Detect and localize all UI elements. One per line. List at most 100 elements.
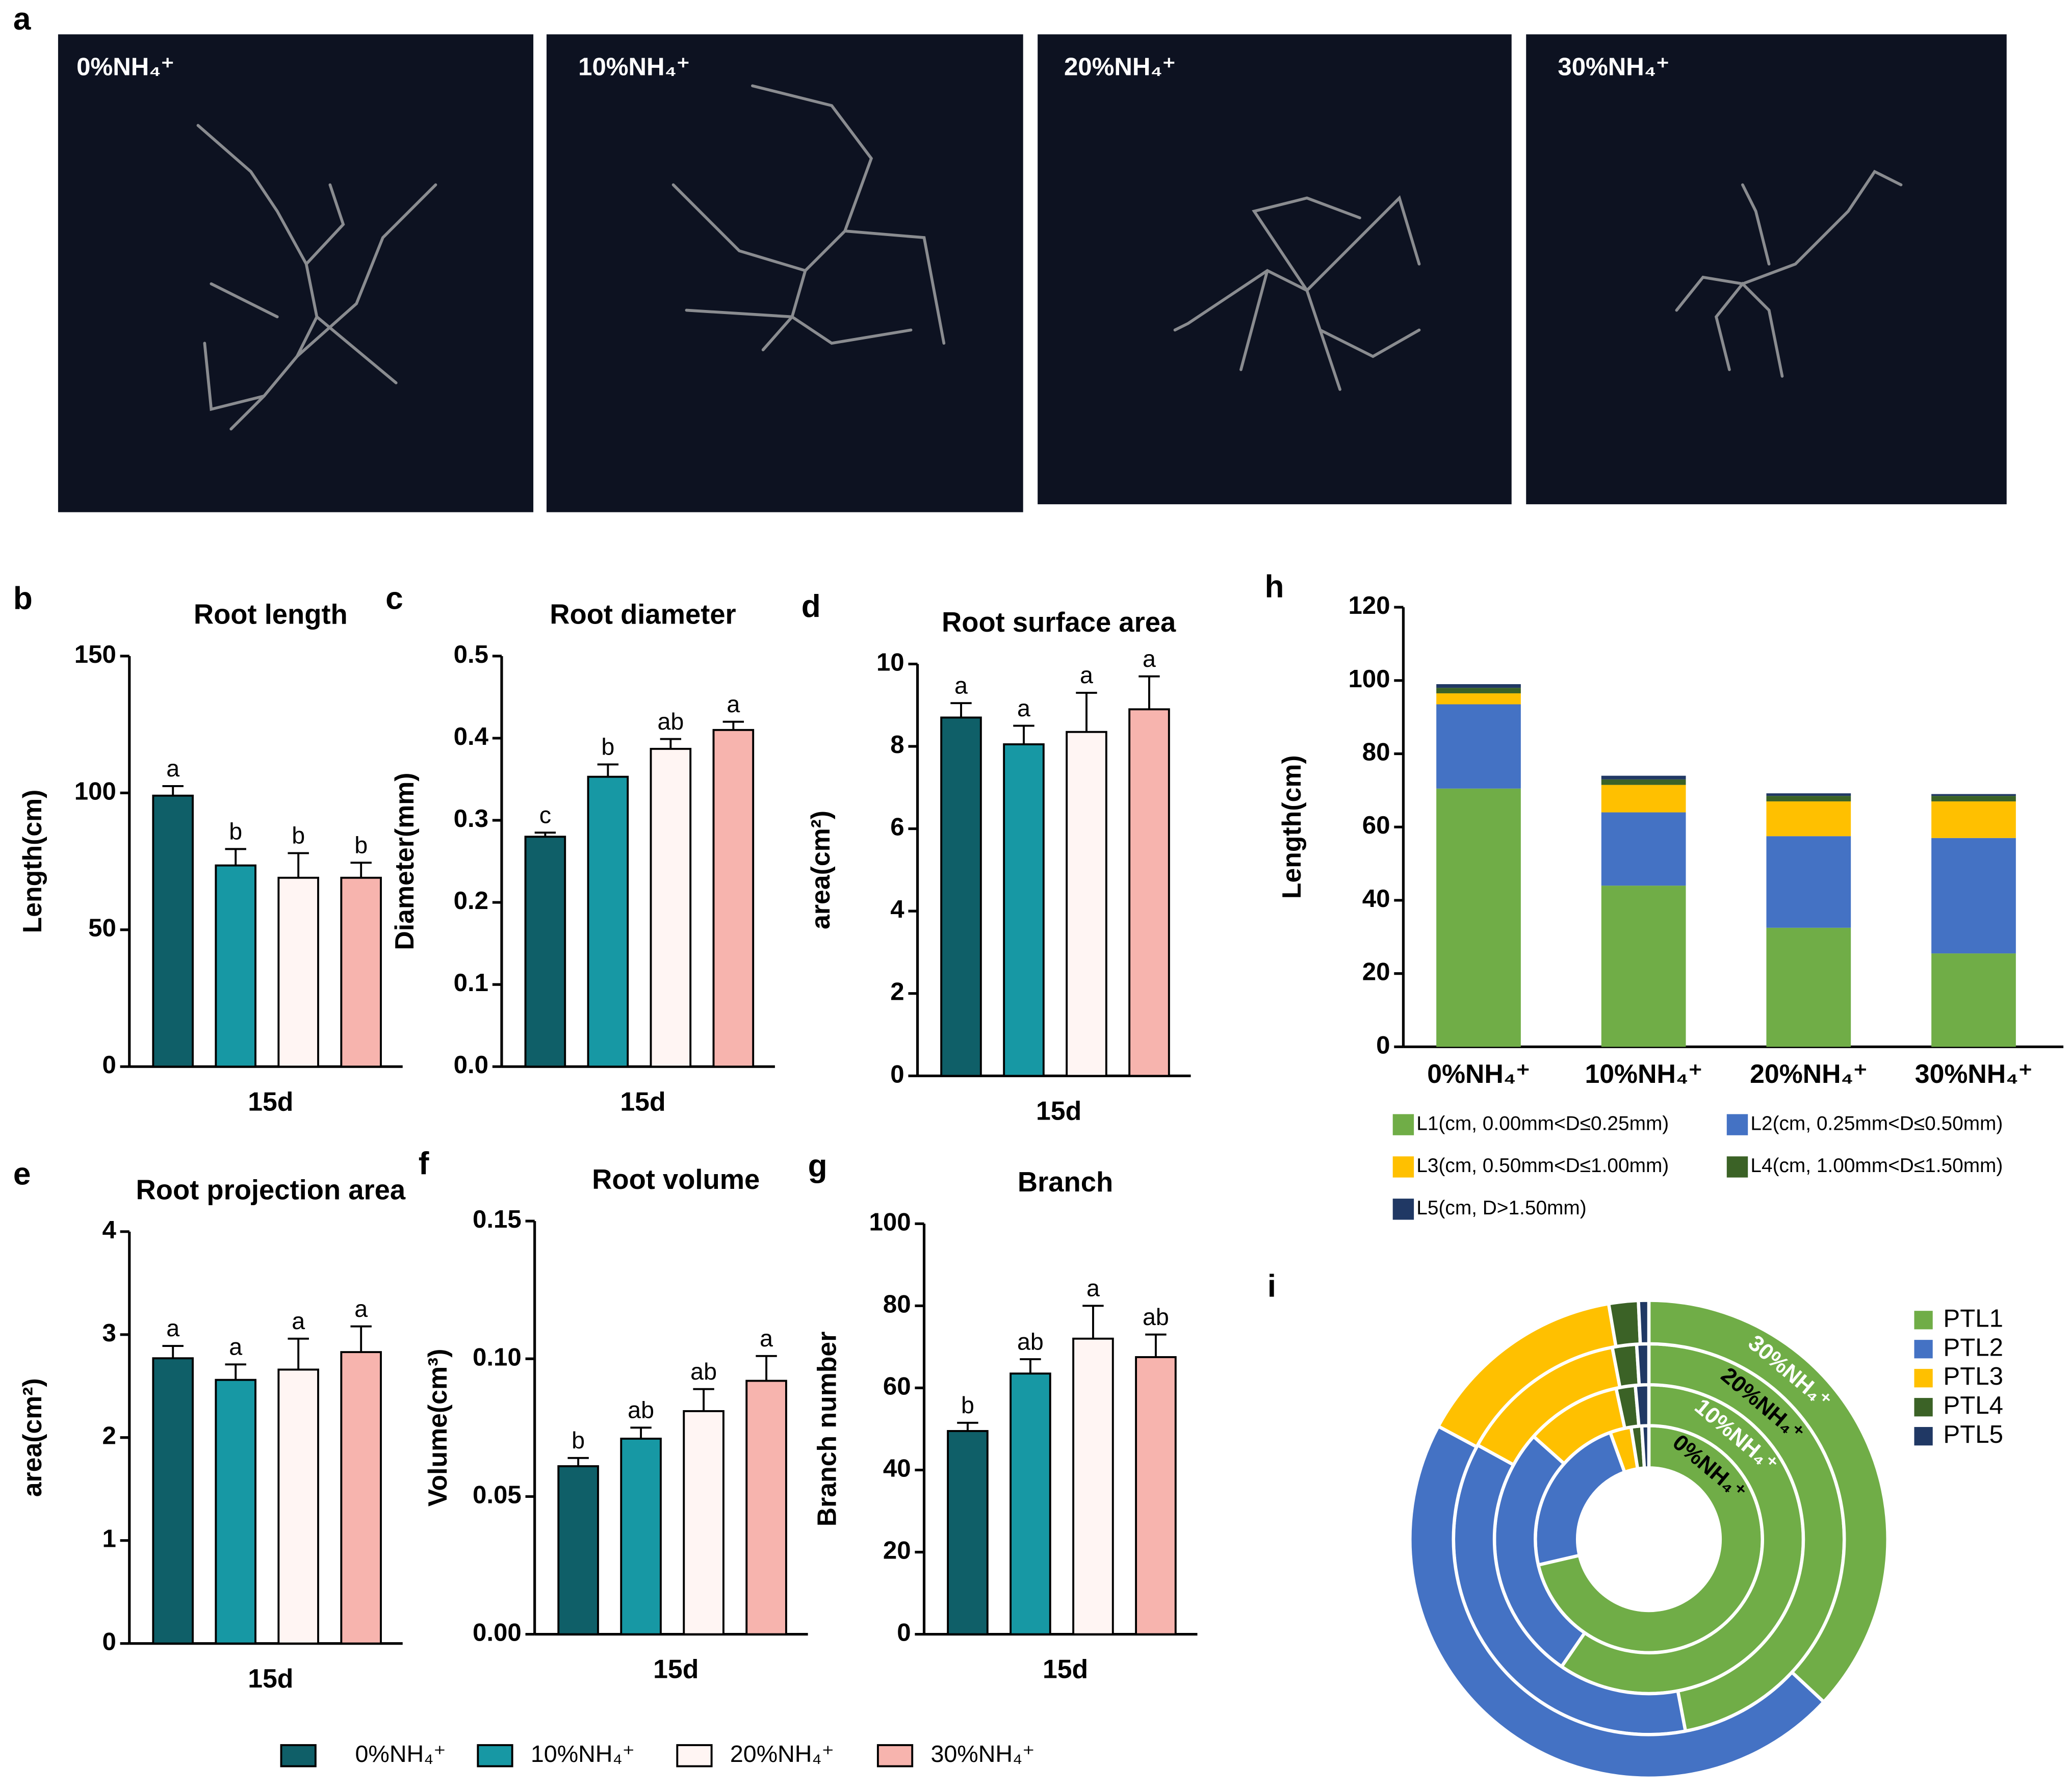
x-tick-label: 15d — [1036, 1096, 1081, 1125]
y-tick-label: 40 — [883, 1454, 911, 1482]
y-axis-label: area(cm²) — [17, 1378, 47, 1497]
x-tick-label: 15d — [620, 1086, 665, 1116]
y-tick-label: 2 — [890, 978, 904, 1006]
x-tick-label: 10%NH₄⁺ — [1585, 1059, 1702, 1088]
error-bar — [1020, 1358, 1041, 1374]
y-tick-label: 50 — [88, 914, 116, 942]
bar — [587, 775, 629, 1068]
significance-label: ab — [1143, 1304, 1169, 1330]
bar-segment — [1601, 812, 1686, 886]
y-tick-label: 0.10 — [473, 1343, 522, 1371]
error-bar — [1138, 675, 1160, 710]
bar-segment — [1436, 788, 1521, 1047]
error-bar — [288, 852, 309, 878]
legend-swatch — [1392, 1199, 1414, 1220]
bar-segment — [1601, 775, 1686, 780]
x-tick-label: 30%NH₄⁺ — [1915, 1059, 2032, 1088]
y-tick-label: 0.5 — [454, 640, 488, 668]
panel-label: i — [1267, 1269, 1276, 1304]
bar — [340, 1351, 382, 1645]
bar-segment — [1766, 801, 1851, 837]
legend-label: 0%NH₄⁺ — [355, 1741, 446, 1767]
bar — [340, 876, 382, 1068]
legend-swatch — [1392, 1114, 1414, 1135]
chart-title: Root projection area — [136, 1175, 406, 1206]
y-tick-label: 3 — [102, 1319, 116, 1347]
legend-swatch — [1914, 1398, 1933, 1417]
significance-label: b — [572, 1427, 585, 1453]
y-tick-label: 150 — [74, 640, 116, 668]
y-axis-label: area(cm²) — [806, 811, 835, 929]
legend-swatch — [676, 1744, 713, 1768]
significance-label: a — [727, 691, 740, 717]
root-photos — [58, 34, 2007, 512]
error-bar — [597, 763, 619, 777]
bar-segment — [1766, 927, 1851, 1047]
error-bar — [630, 1426, 652, 1439]
significance-label: b — [292, 822, 305, 849]
bar — [940, 716, 982, 1077]
legend-label: L4(cm, 1.00mm<D≤1.50mm) — [1750, 1155, 2003, 1177]
bar — [620, 1438, 662, 1635]
error-bar — [567, 1457, 589, 1466]
y-tick-label: 100 — [869, 1208, 911, 1236]
donut-segment — [1607, 1298, 1642, 1349]
legend-label: 10%NH₄⁺ — [531, 1741, 635, 1767]
legend-label: L1(cm, 0.00mm<D≤0.25mm) — [1416, 1112, 1669, 1134]
chart-title: Root volume — [592, 1164, 760, 1195]
bar — [712, 729, 755, 1068]
legend-swatch — [1914, 1427, 1933, 1446]
legend-swatch — [1392, 1156, 1414, 1178]
photo-label: 0%NH₄⁺ — [76, 53, 174, 81]
error-bar — [162, 1345, 184, 1359]
significance-label: a — [1080, 662, 1093, 688]
significance-label: a — [292, 1308, 305, 1334]
significance-label: a — [166, 1315, 179, 1341]
bar-segment — [1601, 886, 1686, 1047]
bar — [215, 1379, 256, 1645]
significance-label: ab — [690, 1358, 717, 1385]
legend-label: 30%NH₄⁺ — [930, 1741, 1034, 1767]
bar — [947, 1430, 989, 1635]
error-bar — [350, 862, 372, 878]
error-bar — [957, 1421, 978, 1431]
error-bar — [693, 1388, 714, 1411]
significance-label: a — [760, 1325, 773, 1352]
legend-swatch — [876, 1744, 914, 1768]
y-tick-label: 0 — [897, 1619, 911, 1647]
bar-segment — [1931, 801, 2016, 838]
bar-segment — [1766, 796, 1851, 801]
error-bar — [225, 1363, 246, 1380]
bar-segment — [1601, 785, 1686, 813]
bar-segment — [1436, 704, 1521, 789]
significance-label: a — [1143, 645, 1156, 672]
y-tick-label: 0.3 — [454, 804, 488, 833]
bar-segment — [1931, 953, 2016, 1047]
bar — [1010, 1372, 1051, 1635]
y-axis-label: Length(cm) — [17, 790, 47, 933]
x-tick-label: 15d — [248, 1664, 293, 1693]
bar — [1003, 743, 1045, 1077]
significance-label: a — [229, 1334, 242, 1360]
legend-swatch — [280, 1744, 317, 1768]
x-tick-label: 15d — [1043, 1654, 1088, 1684]
y-tick-label: 0.15 — [473, 1205, 522, 1233]
bar-segment — [1766, 836, 1851, 928]
bar — [152, 794, 194, 1068]
bar — [1135, 1356, 1177, 1635]
x-tick-label: 15d — [248, 1086, 293, 1116]
y-tick-label: 120 — [1348, 591, 1390, 619]
bar — [557, 1465, 599, 1635]
bar-segment — [1601, 779, 1686, 785]
y-tick-label: 60 — [1362, 811, 1390, 839]
error-bar — [534, 832, 556, 837]
root-drawing — [196, 84, 1903, 431]
y-tick-label: 0 — [890, 1060, 904, 1088]
bar — [152, 1357, 194, 1645]
chart-title: Root diameter — [550, 599, 736, 630]
donut-segment — [1635, 1342, 1651, 1387]
panel-label: f — [419, 1146, 429, 1181]
x-tick-label: 15d — [653, 1654, 698, 1684]
significance-label: a — [1017, 695, 1030, 721]
y-tick-label: 40 — [1362, 885, 1390, 913]
